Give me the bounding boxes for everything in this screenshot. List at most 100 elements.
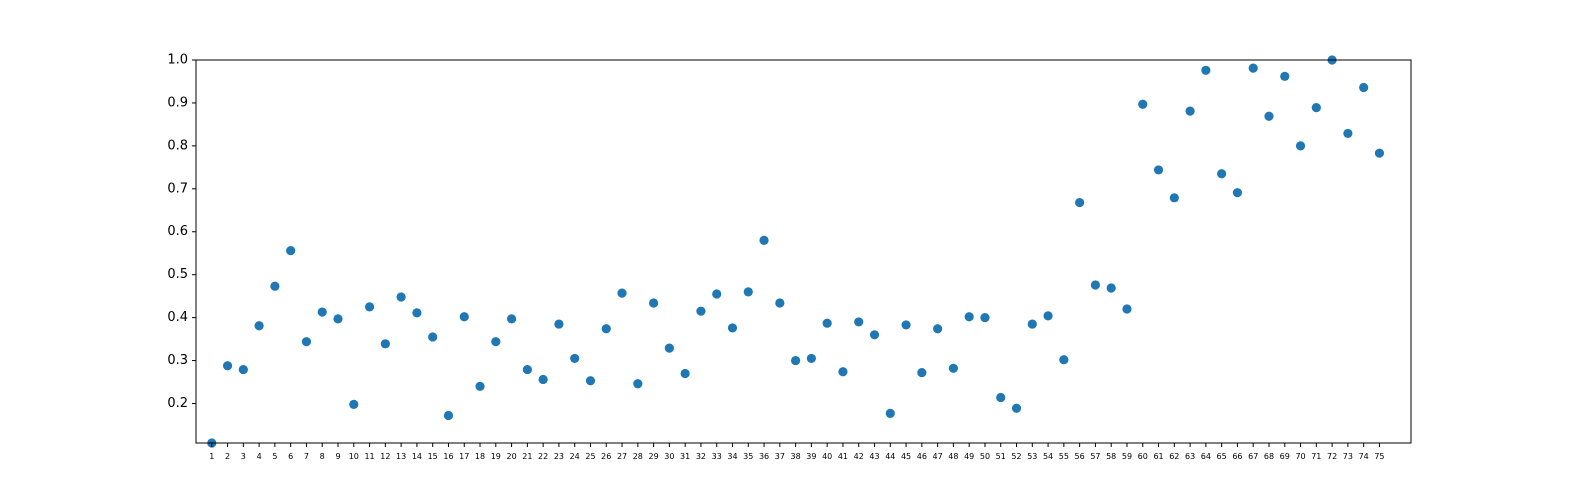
x-tick-label: 42 — [854, 452, 864, 461]
x-tick-label: 13 — [396, 452, 406, 461]
x-tick-label: 33 — [712, 452, 722, 461]
data-point — [1027, 319, 1037, 329]
y-tick-label: 0.2 — [167, 396, 188, 411]
data-points — [207, 55, 1385, 448]
x-tick-label: 46 — [917, 452, 927, 461]
data-point — [854, 317, 864, 327]
x-tick-label: 51 — [996, 452, 1006, 461]
x-axis: 1 2 3 4 5 6 7 8 9 10 11 12 13 14 15 16 17 18 19 20 21 22 23 24 2… — [209, 443, 1385, 461]
x-tick-label: 48 — [948, 452, 958, 461]
x-tick-label: 28 — [633, 452, 643, 461]
x-tick-label: 12 — [380, 452, 390, 461]
x-tick-label: 15 — [428, 452, 438, 461]
x-tick-label: 74 — [1359, 452, 1369, 461]
data-point — [822, 318, 832, 328]
x-tick-label: 36 — [759, 452, 769, 461]
data-point — [1138, 99, 1148, 109]
x-tick-label: 1 — [209, 452, 214, 461]
data-point — [759, 235, 769, 245]
x-tick-label: 64 — [1201, 452, 1211, 461]
plot-frame — [195, 59, 1412, 444]
x-tick-label: 17 — [459, 452, 469, 461]
data-point — [1106, 283, 1116, 293]
data-point — [1248, 63, 1258, 73]
x-tick-label: 60 — [1138, 452, 1148, 461]
x-tick-label: 16 — [443, 452, 453, 461]
data-point — [727, 323, 738, 333]
x-tick-label: 52 — [1011, 452, 1021, 461]
x-tick-label: 24 — [570, 452, 580, 461]
data-point — [617, 288, 627, 298]
y-tick-label: 1.0 — [167, 53, 188, 68]
data-point — [680, 368, 690, 379]
x-tick-label: 35 — [743, 452, 753, 461]
x-tick-label: 44 — [885, 452, 895, 461]
data-point — [1043, 311, 1053, 321]
data-point — [475, 381, 485, 391]
x-tick-label: 34 — [727, 452, 737, 461]
x-tick-label: 2 — [225, 452, 230, 461]
data-point — [901, 320, 911, 330]
data-point — [1153, 165, 1164, 175]
x-tick-label: 19 — [491, 452, 501, 461]
data-point — [396, 292, 406, 302]
data-point — [601, 324, 611, 334]
data-point — [1232, 188, 1243, 198]
x-tick-label: 75 — [1374, 452, 1384, 461]
data-point — [570, 353, 580, 364]
x-tick-label: 62 — [1169, 452, 1179, 461]
y-tick-label: 0.8 — [167, 138, 188, 153]
data-point — [254, 321, 264, 331]
x-tick-label: 47 — [933, 452, 943, 461]
data-point — [1075, 197, 1085, 208]
x-tick-label: 30 — [664, 452, 674, 461]
data-point — [1264, 111, 1274, 121]
data-point — [459, 312, 469, 322]
x-tick-label: 72 — [1327, 452, 1337, 461]
data-point — [506, 314, 517, 324]
data-point — [1059, 355, 1069, 365]
data-point — [1201, 65, 1211, 75]
x-tick-label: 67 — [1248, 452, 1258, 461]
x-tick-label: 29 — [649, 452, 659, 461]
data-point — [806, 353, 816, 364]
data-point — [364, 302, 375, 312]
x-tick-label: 54 — [1043, 452, 1053, 461]
x-tick-label: 50 — [980, 452, 990, 461]
x-tick-label: 7 — [304, 452, 309, 461]
x-tick-label: 18 — [475, 452, 485, 461]
x-tick-label: 22 — [538, 452, 548, 461]
x-tick-label: 26 — [601, 452, 611, 461]
x-tick-label: 14 — [412, 452, 422, 461]
x-tick-label: 49 — [964, 452, 974, 461]
data-point — [996, 392, 1006, 403]
data-point — [712, 289, 722, 299]
y-tick-label: 0.7 — [167, 181, 188, 196]
data-point — [1122, 304, 1132, 314]
x-tick-label: 10 — [349, 452, 359, 461]
data-point — [869, 330, 880, 340]
data-point — [1185, 106, 1195, 116]
x-tick-label: 23 — [554, 452, 564, 461]
data-point — [648, 298, 659, 308]
data-point — [1359, 82, 1369, 93]
data-point — [301, 337, 312, 347]
x-tick-label: 39 — [806, 452, 816, 461]
x-tick-label: 53 — [1027, 452, 1037, 461]
data-point — [333, 314, 343, 324]
data-point — [443, 410, 454, 421]
data-point — [491, 337, 501, 347]
data-point — [238, 364, 248, 375]
data-point — [948, 363, 959, 373]
data-point — [286, 246, 296, 256]
data-point — [743, 287, 753, 297]
x-tick-label: 71 — [1311, 452, 1321, 461]
data-point — [222, 361, 233, 371]
x-tick-label: 20 — [506, 452, 516, 461]
x-tick-label: 11 — [364, 452, 374, 461]
data-point — [980, 313, 990, 323]
data-point — [428, 332, 438, 342]
x-tick-label: 70 — [1295, 452, 1305, 461]
